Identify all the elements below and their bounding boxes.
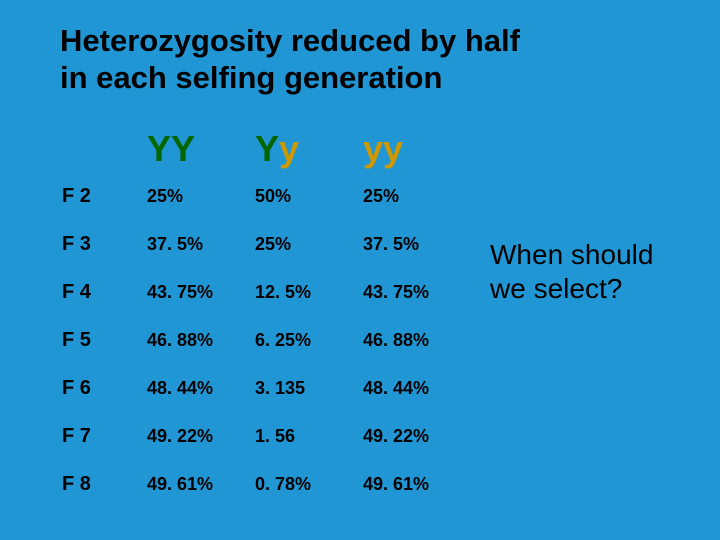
title-line-1: Heterozygosity reduced by half: [60, 23, 520, 58]
cell-homozygous-dominant: 25%: [147, 186, 255, 207]
allele-y: y: [279, 128, 299, 169]
generation-label: F 2: [62, 185, 147, 208]
generation-label: F 5: [62, 329, 147, 352]
cell-homozygous-dominant: 49. 22%: [147, 426, 255, 447]
allele-Y: Y: [147, 128, 171, 169]
generation-label: F 4: [62, 281, 147, 304]
table-row: F 225%50%25%: [62, 172, 472, 220]
allele-Y: Y: [171, 128, 195, 169]
cell-heterozygous: 12. 5%: [255, 282, 363, 303]
cell-heterozygous: 1. 56: [255, 426, 363, 447]
table-header-row: YY Yy yy: [62, 128, 472, 170]
table-row: F 337. 5%25%37. 5%: [62, 220, 472, 268]
table-row: F 648. 44%3. 13548. 44%: [62, 364, 472, 412]
cell-homozygous-recessive: 46. 88%: [363, 330, 471, 351]
cell-heterozygous: 0. 78%: [255, 474, 363, 495]
generation-label: F 6: [62, 377, 147, 400]
sidenote-line-2: we select?: [490, 273, 622, 304]
header-homozygous-recessive: yy: [363, 128, 471, 170]
table-row: F 546. 88%6. 25%46. 88%: [62, 316, 472, 364]
cell-homozygous-recessive: 48. 44%: [363, 378, 471, 399]
table-row: F 849. 61%0. 78%49. 61%: [62, 460, 472, 508]
allele-y: y: [383, 128, 403, 169]
cell-heterozygous: 25%: [255, 234, 363, 255]
cell-homozygous-recessive: 49. 61%: [363, 474, 471, 495]
sidenote-line-1: When should: [490, 239, 653, 270]
generation-label: F 7: [62, 425, 147, 448]
cell-homozygous-dominant: 37. 5%: [147, 234, 255, 255]
allele-Y: Y: [255, 128, 279, 169]
table-row: F 443. 75%12. 5%43. 75%: [62, 268, 472, 316]
allele-y: y: [363, 128, 383, 169]
title-line-2: in each selfing generation: [60, 60, 442, 95]
genotype-table: YY Yy yy F 225%50%25%F 337. 5%25%37. 5%F…: [62, 128, 472, 508]
cell-homozygous-recessive: 25%: [363, 186, 471, 207]
generation-label: F 3: [62, 233, 147, 256]
slide-title: Heterozygosity reduced by half in each s…: [60, 22, 520, 96]
cell-homozygous-dominant: 43. 75%: [147, 282, 255, 303]
cell-homozygous-recessive: 49. 22%: [363, 426, 471, 447]
cell-heterozygous: 50%: [255, 186, 363, 207]
cell-homozygous-dominant: 48. 44%: [147, 378, 255, 399]
cell-homozygous-recessive: 43. 75%: [363, 282, 471, 303]
cell-homozygous-dominant: 46. 88%: [147, 330, 255, 351]
header-homozygous-dominant: YY: [147, 128, 255, 170]
cell-homozygous-recessive: 37. 5%: [363, 234, 471, 255]
table-row: F 749. 22%1. 5649. 22%: [62, 412, 472, 460]
generation-label: F 8: [62, 473, 147, 496]
cell-heterozygous: 6. 25%: [255, 330, 363, 351]
cell-homozygous-dominant: 49. 61%: [147, 474, 255, 495]
side-question: When should we select?: [490, 238, 653, 305]
cell-heterozygous: 3. 135: [255, 378, 363, 399]
header-heterozygous: Yy: [255, 128, 363, 170]
